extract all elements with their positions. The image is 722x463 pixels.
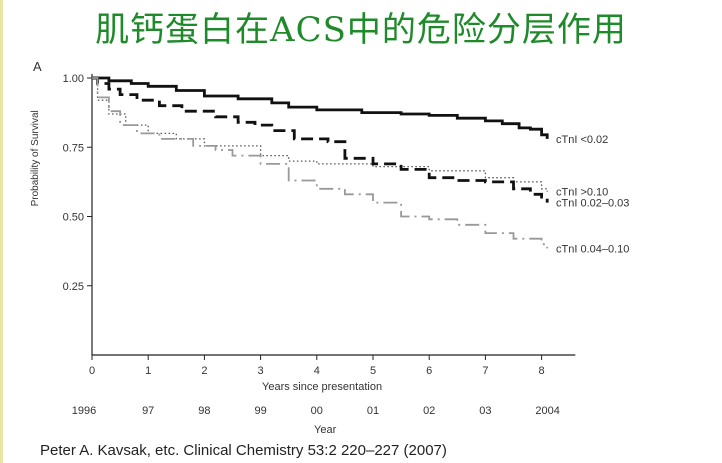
series-line-2 [92,77,548,192]
year-axis-label: Year [314,424,337,436]
x-tick-label: 5 [370,365,376,377]
series-label-4: cTnI 0.04–0.10 [556,243,629,255]
year-tick-label: 02 [423,405,435,417]
side-accent-rule [0,0,3,463]
year-tick-label: 1996 [72,405,96,417]
y-axis-label: Probability of Survival [30,110,41,206]
series-label-3: cTnI 0.02–0.03 [556,198,629,210]
x-tick-label: 7 [482,365,488,377]
x-axis-label: Years since presentation [262,381,382,393]
series-line-4 [92,77,549,249]
series-label-1: cTnI <0.02 [556,134,608,146]
year-tick-label: 2004 [535,405,559,417]
series-line-3 [92,76,549,203]
x-tick-label: 6 [426,365,432,377]
y-tick-label: 0.50 [63,212,84,224]
year-tick-label: 03 [479,405,491,417]
x-tick-label: 4 [314,365,320,377]
slide-title: 肌钙蛋白在ACS中的危险分层作用 [95,10,627,50]
x-tick-label: 8 [539,365,545,377]
x-tick-label: 2 [201,365,207,377]
year-tick-label: 00 [311,405,323,417]
y-tick-label: 0.75 [63,142,84,154]
chart-series [92,76,549,249]
x-tick-label: 1 [145,365,151,377]
panel-label: A [33,59,42,74]
x-tick-label: 3 [258,365,264,377]
year-tick-label: 01 [367,405,379,417]
x-tick-label: 0 [89,365,95,377]
year-tick-label: 99 [254,405,266,417]
chart-axes [91,74,576,356]
citation-text: Peter A. Kavsak, etc. Clinical Chemistry… [40,442,447,459]
year-tick-label: 98 [198,405,210,417]
series-line-1 [92,76,549,139]
year-tick-label: 97 [142,405,154,417]
y-tick-label: 0.25 [63,281,84,293]
series-label-2: cTnI >0.10 [556,187,608,199]
y-tick-label: 1.00 [63,73,84,85]
